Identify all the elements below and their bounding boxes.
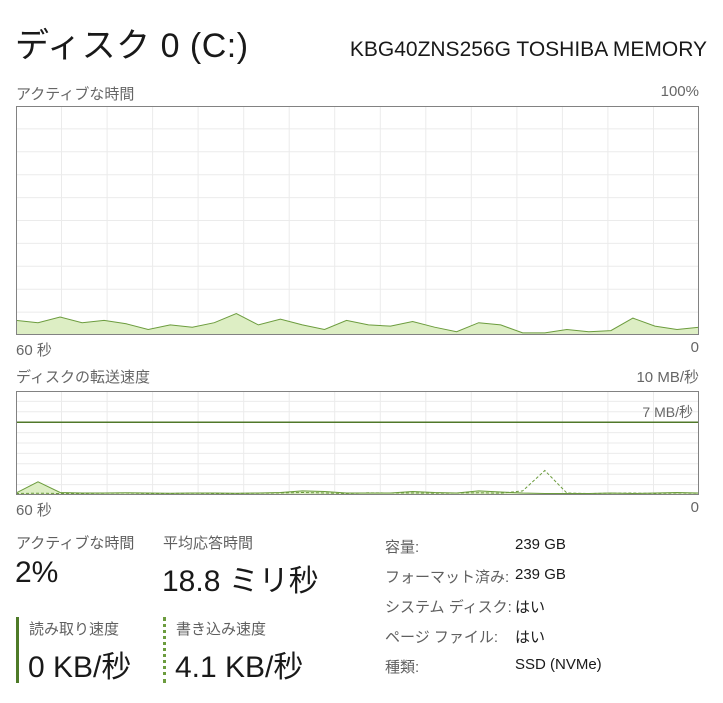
transfer-chart-scale-max: 10 MB/秒 bbox=[636, 369, 699, 386]
active-chart-x-left: 60 秒 bbox=[16, 342, 52, 359]
detail-formatted-label: フォーマット済み: bbox=[385, 569, 510, 586]
detail-system-disk-value: はい bbox=[515, 599, 546, 616]
active-chart-label: アクティブな時間 bbox=[16, 86, 135, 103]
transfer-rate-chart[interactable] bbox=[16, 391, 699, 495]
active-chart-x-right: 0 bbox=[690, 339, 699, 356]
detail-type-value: SSD (NVMe) bbox=[515, 656, 602, 673]
detail-page-file-value: はい bbox=[515, 629, 546, 646]
read-speed-stat-value: 0 KB/秒 bbox=[28, 651, 132, 684]
active-time-stat-label: アクティブな時間 bbox=[16, 535, 135, 552]
write-speed-stat-value: 4.1 KB/秒 bbox=[175, 651, 304, 684]
detail-capacity-label: 容量: bbox=[385, 539, 420, 556]
avg-response-stat-label: 平均応答時間 bbox=[163, 535, 254, 552]
disk-model-name: KBG40ZNS256G TOSHIBA MEMORY bbox=[349, 38, 707, 61]
detail-type-label: 種類: bbox=[385, 659, 420, 676]
active-time-stat-value: 2% bbox=[15, 556, 59, 589]
detail-capacity-value: 239 GB bbox=[515, 536, 566, 553]
active-chart-scale-max: 100% bbox=[660, 83, 699, 100]
read-speed-stat-label: 読み取り速度 bbox=[29, 621, 120, 638]
active-time-chart[interactable] bbox=[16, 106, 699, 335]
write-speed-stat-label: 書き込み速度 bbox=[176, 621, 267, 638]
detail-formatted-value: 239 GB bbox=[515, 566, 566, 583]
avg-response-stat-value: 18.8 ミリ秒 bbox=[162, 565, 319, 598]
transfer-rate-chart-canvas bbox=[16, 391, 699, 495]
detail-page-file-label: ページ ファイル: bbox=[385, 629, 499, 646]
transfer-chart-x-right: 0 bbox=[690, 499, 699, 516]
page-title: ディスク 0 (C:) bbox=[15, 27, 249, 65]
transfer-chart-label: ディスクの転送速度 bbox=[16, 369, 150, 386]
write-speed-legend-bar bbox=[163, 617, 166, 683]
active-time-chart-canvas bbox=[16, 106, 699, 335]
read-speed-legend-bar bbox=[16, 617, 19, 683]
transfer-chart-x-left: 60 秒 bbox=[16, 502, 52, 519]
transfer-marker-label: 7 MB/秒 bbox=[642, 404, 693, 420]
detail-system-disk-label: システム ディスク: bbox=[385, 599, 512, 616]
